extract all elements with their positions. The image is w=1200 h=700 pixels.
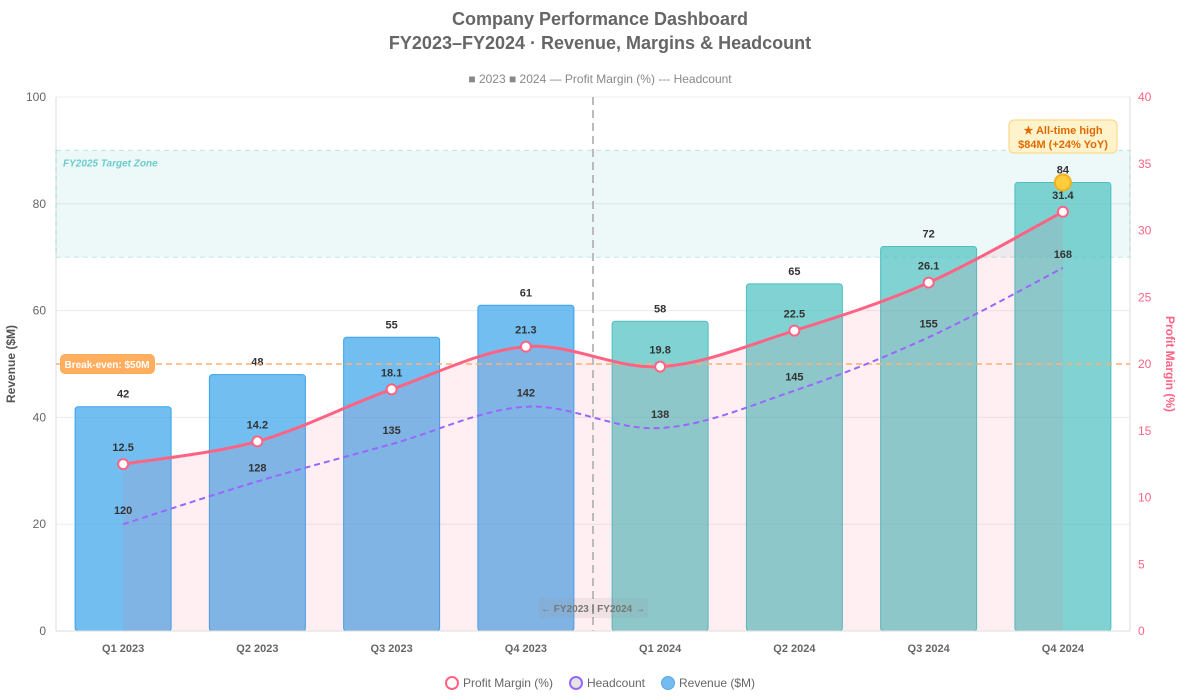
y-axis-title: Revenue ($M) [4,325,18,403]
revenue-data-label: 61 [520,287,532,299]
headcount-line [122,266,1064,526]
y2-tick-label: 25 [1138,290,1152,304]
profit-margin-point [251,435,264,448]
profit-margin-point [519,340,532,353]
profit-margin-point [1056,205,1069,218]
x-tick-label: Q1 2024 [639,643,682,655]
y-tick-label: 20 [33,517,47,531]
y2-tick-label: 20 [1138,357,1152,371]
legend-label: Revenue ($M) [679,676,756,690]
headcount-data-label: 145 [785,372,803,384]
profit-margin-data-label: 19.8 [649,345,670,357]
x-tick-label: Q3 2023 [371,643,413,655]
y-tick-label: 60 [33,304,47,318]
headcount-data-label: 120 [114,505,132,517]
y2-axis-title: Profit Margin (%) [1163,316,1177,412]
profit-margin-area [123,211,1063,631]
y-tick-label: 100 [26,90,46,104]
revenue-data-label: 72 [923,229,935,241]
legend-label: Profit Margin (%) [462,676,553,690]
profit-margin-data-label: 14.2 [247,419,268,431]
headcount-data-label: 135 [382,425,400,437]
profit-margin-data-label: 22.5 [784,309,805,321]
profit-margin-point [922,276,935,289]
profit-margin-swatch-icon [444,676,459,690]
year-divider-label: ← FY2023 | FY2024 → [541,604,645,615]
y-tick-label: 40 [33,410,47,424]
legend-item-profit-margin[interactable]: Profit Margin (%) [444,676,553,690]
y-tick-label: 0 [39,624,46,638]
headcount-data-label: 138 [651,409,669,421]
profit-margin-point [654,360,667,373]
chart-title: Company Performance Dashboard [451,9,749,29]
profit-margin-point [788,324,801,337]
profit-margin-data-label: 18.1 [381,367,402,379]
headcount-data-label: 128 [248,462,266,474]
chart-subtitle: FY2023–FY2024 · Revenue, Margins & Headc… [388,33,812,53]
y2-tick-label: 0 [1138,624,1145,638]
y2-tick-label: 30 [1138,224,1152,238]
peak-marker [1053,173,1072,192]
revenue-data-label: 48 [251,357,263,369]
y2-tick-label: 10 [1138,491,1152,505]
target-zone-label: FY2025 Target Zone [63,158,158,169]
revenue-data-label: 58 [654,303,666,315]
break-even-badge [60,354,155,374]
revenue-data-label: 84 [1057,164,1070,176]
y2-tick-label: 5 [1138,557,1145,571]
header-legend: ■ 2023 ■ 2024 — Profit Margin (%) --- He… [468,72,732,86]
y-tick-label: 80 [33,197,47,211]
profit-margin-point [385,383,398,396]
profit-margin-data-label: 12.5 [112,442,133,454]
x-tick-label: Q1 2023 [102,643,144,655]
legend-item-revenue[interactable]: Revenue ($M) [661,676,755,690]
x-tick-label: Q4 2023 [505,643,547,655]
headcount-data-label: 142 [517,388,535,400]
profit-margin-data-label: 21.3 [515,325,536,337]
peak-callout-line2: $84M (+24% YoY) [1018,139,1108,151]
legend-label: Headcount [586,676,646,690]
legend-item-headcount[interactable]: Headcount [568,676,646,690]
headcount-data-label: 168 [1054,249,1072,261]
revenue-data-label: 65 [788,266,800,278]
year-divider-badge [538,598,648,618]
revenue-data-label: 42 [117,389,129,401]
headcount-data-label: 155 [919,318,937,330]
profit-margin-line [122,210,1064,466]
profit-margin-point [117,458,130,471]
x-tick-label: Q2 2024 [773,643,816,655]
profit-margin-data-label: 26.1 [918,261,939,273]
profit-margin-data-label: 31.4 [1052,190,1074,202]
legend: Profit Margin (%) Headcount Revenue ($M) [0,676,1200,690]
x-tick-label: Q3 2024 [908,643,951,655]
revenue-data-label: 55 [386,319,398,331]
y2-tick-label: 40 [1138,90,1152,104]
break-even-label: Break-even: $50M [64,360,149,371]
y2-tick-label: 35 [1138,157,1152,171]
x-tick-label: Q4 2024 [1042,643,1085,655]
peak-callout [1008,119,1118,154]
headcount-swatch-icon [568,676,583,690]
x-tick-label: Q2 2023 [236,643,278,655]
revenue-swatch-icon [661,676,676,690]
y2-tick-label: 15 [1138,424,1152,438]
peak-callout-line1: ★ All-time high [1023,125,1102,137]
